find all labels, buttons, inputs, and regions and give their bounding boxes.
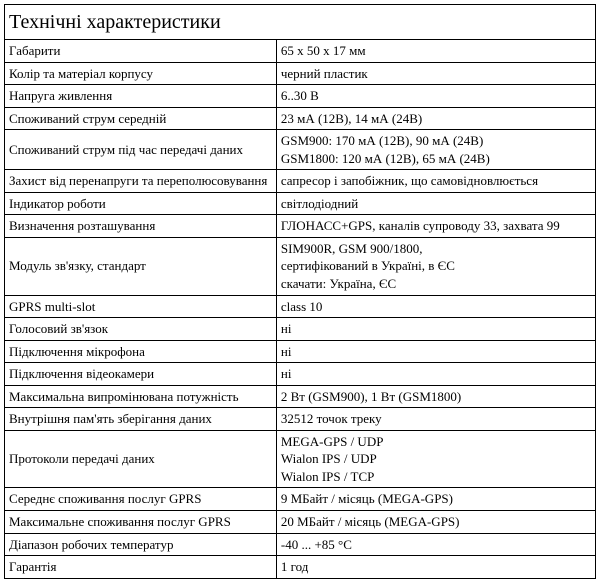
table-title: Технічні характеристики (5, 5, 596, 40)
spec-label: Колір та матеріал корпусу (5, 62, 277, 85)
table-row: Гарантія1 год (5, 556, 596, 579)
spec-value: ГЛОНАСС+GPS, каналів супроводу 33, захва… (276, 215, 595, 238)
spec-label: Максимальна випромінювана потужність (5, 385, 277, 408)
spec-value: 32512 точок треку (276, 408, 595, 431)
table-row: Протоколи передачі данихMEGA-GPS / UDP W… (5, 430, 596, 488)
table-row: Колір та матеріал корпусучерний пластик (5, 62, 596, 85)
spec-label: Середнє споживання послуг GPRS (5, 488, 277, 511)
spec-label: Голосовий зв'язок (5, 318, 277, 341)
spec-label: Діапазон робочих температур (5, 533, 277, 556)
table-row: Модуль зв'язку, стандартSIM900R, GSM 900… (5, 237, 596, 295)
spec-value: MEGA-GPS / UDP Wialon IPS / UDP Wialon I… (276, 430, 595, 488)
table-row: Індикатор роботисвітлодіодний (5, 192, 596, 215)
table-row: Голосовий зв'язокні (5, 318, 596, 341)
table-row: Діапазон робочих температур-40 ... +85 °… (5, 533, 596, 556)
table-row: Підключення відеокамерині (5, 363, 596, 386)
spec-label: Протоколи передачі даних (5, 430, 277, 488)
spec-value: 6..30 В (276, 85, 595, 108)
table-row: Максимальна випромінювана потужність2 Вт… (5, 385, 596, 408)
table-row: Габарити65 x 50 x 17 мм (5, 40, 596, 63)
spec-value: 65 x 50 x 17 мм (276, 40, 595, 63)
spec-label: Захист від перенапруги та переполюсовува… (5, 170, 277, 193)
spec-value: 9 МБайт / місяць (MEGA-GPS) (276, 488, 595, 511)
table-row: GPRS multi-slotclass 10 (5, 295, 596, 318)
spec-value: 2 Вт (GSM900), 1 Вт (GSM1800) (276, 385, 595, 408)
spec-value: class 10 (276, 295, 595, 318)
table-row: Внутрішня пам'ять зберігання даних32512 … (5, 408, 596, 431)
spec-label: Підключення мікрофона (5, 340, 277, 363)
spec-value: ні (276, 340, 595, 363)
spec-label: Споживаний струм середній (5, 107, 277, 130)
spec-value: 1 год (276, 556, 595, 579)
table-row: Захист від перенапруги та переполюсовува… (5, 170, 596, 193)
spec-value: ні (276, 318, 595, 341)
spec-label: Споживаний струм під час передачі даних (5, 130, 277, 170)
table-row: Підключення мікрофонані (5, 340, 596, 363)
spec-label: Визначення розташування (5, 215, 277, 238)
spec-label: Індикатор роботи (5, 192, 277, 215)
spec-value: SIM900R, GSM 900/1800, сертифікований в … (276, 237, 595, 295)
spec-value: світлодіодний (276, 192, 595, 215)
spec-label: GPRS multi-slot (5, 295, 277, 318)
table-row: Напруга живлення6..30 В (5, 85, 596, 108)
table-row: Середнє споживання послуг GPRS9 МБайт / … (5, 488, 596, 511)
spec-label: Габарити (5, 40, 277, 63)
spec-value: -40 ... +85 °C (276, 533, 595, 556)
specs-table: Технічні характеристики Габарити65 x 50 … (4, 4, 596, 579)
spec-label: Внутрішня пам'ять зберігання даних (5, 408, 277, 431)
table-row: Споживаний струм під час передачі данихG… (5, 130, 596, 170)
table-row: Визначення розташуванняГЛОНАСС+GPS, кана… (5, 215, 596, 238)
spec-value: черний пластик (276, 62, 595, 85)
spec-value: 23 мА (12В), 14 мА (24В) (276, 107, 595, 130)
spec-value: ні (276, 363, 595, 386)
specs-tbody: Технічні характеристики Габарити65 x 50 … (5, 5, 596, 579)
spec-label: Модуль зв'язку, стандарт (5, 237, 277, 295)
spec-label: Напруга живлення (5, 85, 277, 108)
spec-label: Максимальне споживання послуг GPRS (5, 511, 277, 534)
spec-label: Гарантія (5, 556, 277, 579)
spec-value: 20 МБайт / місяць (MEGA-GPS) (276, 511, 595, 534)
table-row: Споживаний струм середній23 мА (12В), 14… (5, 107, 596, 130)
spec-value: GSM900: 170 мА (12В), 90 мА (24В) GSM180… (276, 130, 595, 170)
title-row: Технічні характеристики (5, 5, 596, 40)
table-row: Максимальне споживання послуг GPRS20 МБа… (5, 511, 596, 534)
spec-value: сапресор і запобіжник, що самовідновлюєт… (276, 170, 595, 193)
spec-label: Підключення відеокамери (5, 363, 277, 386)
